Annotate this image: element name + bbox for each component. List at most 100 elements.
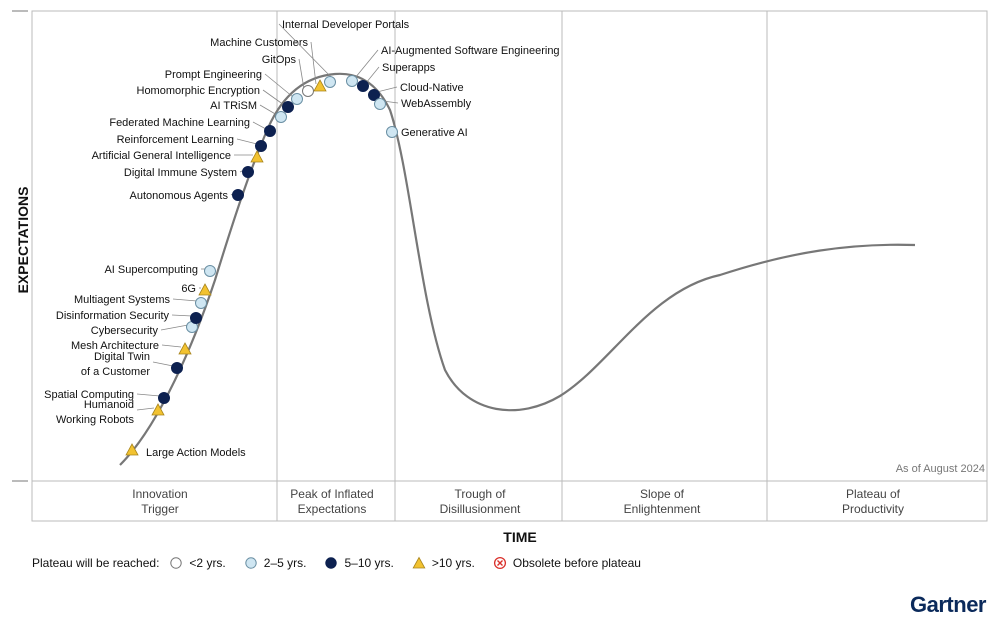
circle-marker [264,125,276,137]
triangle-marker [178,342,192,355]
phase-label-trough-2: Disillusionment [440,502,521,516]
triangle-yellow-icon [412,556,426,569]
leader-line [259,104,278,116]
phase-label-slope-2: Enlightenment [624,502,701,516]
leader-line [136,393,161,397]
tech-label: Digital Immune System [124,167,237,179]
circle-marker [158,392,170,404]
tech-label: of a Customer [81,366,150,378]
leader-line [172,298,198,302]
tech-label: AI TRiSM [210,100,257,112]
tech-label: Mesh Architecture [71,340,159,352]
circle-light-blue-icon [245,557,257,569]
phase-label-plateau-1: Plateau of [846,487,901,501]
legend-label-gt10: >10 yrs. [431,556,475,570]
leader-line [136,407,155,411]
circle-marker [368,89,380,101]
leader-line [365,66,380,84]
tech-label: Internal Developer Portals [282,19,410,31]
phase-label-plateau-2: Productivity [842,502,904,516]
tech-label: Generative AI [401,127,468,139]
phase-label-innovation-2: Trigger [141,502,179,516]
leader-line [354,49,379,79]
circle-dark-blue-icon [325,557,338,569]
leader-line [171,314,193,317]
phase-band [31,480,988,522]
circle-white-icon [170,557,183,569]
tech-label: WebAssembly [401,98,472,110]
triangle-marker [250,150,264,163]
tech-label: Cybersecurity [91,325,159,337]
circle-marker [255,140,267,152]
circle-marker [204,265,216,277]
tech-label: Prompt Engineering [165,69,262,81]
legend-item-2to5: 2–5 yrs. [244,556,307,570]
tech-label: Autonomous Agents [130,190,229,202]
leader-line [278,23,334,80]
leader-line [298,58,305,90]
tech-label: Federated Machine Learning [109,117,250,129]
hype-curve [119,72,916,466]
tech-label: Digital Twin [94,351,150,363]
gartner-logo: Gartner [910,592,986,617]
circle-marker [275,111,287,123]
tech-label: Multiagent Systems [74,294,170,306]
leader-line [161,344,182,348]
technology-markers: Large Action Models Humanoid Working Robot… [44,19,559,459]
as-of-note: As of August 2024 [896,463,985,475]
circle-marker [232,189,244,201]
circle-marker [291,93,303,105]
y-axis-title: EXPECTATIONS [15,187,31,294]
legend-label-obsolete: Obsolete before plateau [512,556,641,570]
leader-line [376,86,398,93]
circle-marker [282,101,294,113]
triangle-marker [313,79,327,92]
tech-label: GitOps [262,54,297,66]
tech-label: 6G [181,283,196,295]
legend-item-lt2: <2 yrs. [169,556,226,570]
phase-label-peak-2: Expectations [298,502,367,516]
legend-item-5to10: 5–10 yrs. [324,556,394,570]
leader-line [262,89,285,106]
circle-marker [346,75,358,87]
leader-line [310,41,317,85]
phase-label-peak-1: Peak of Inflated [290,487,373,501]
tech-label: Large Action Models [146,447,246,459]
tech-label: Cloud-Native [400,82,464,94]
circle-marker [386,126,398,138]
phase-label-slope-1: Slope of [640,487,685,501]
legend-item-obsolete: Obsolete before plateau [493,556,641,570]
tech-label: Superapps [382,62,436,74]
circle-marker [324,76,336,88]
legend-title: Plateau will be reached: [32,556,160,570]
tech-label: Reinforcement Learning [117,134,234,146]
legend-label-2to5: 2–5 yrs. [263,556,307,570]
hype-cycle-chart: EXPECTATIONS TIME As of August 2024 Inno… [12,10,988,545]
x-axis-title: TIME [503,529,536,545]
tech-label: Homomorphic Encryption [137,85,261,97]
circle-marker [190,312,202,324]
leader-line [152,361,174,367]
tech-label: Humanoid [84,399,134,411]
triangle-marker [198,283,212,296]
legend-label-5to10: 5–10 yrs. [344,556,394,570]
leader-line [252,121,267,130]
plot-area [31,10,988,482]
circle-marker [171,362,183,374]
legend: Plateau will be reached: <2 yrs. 2–5 yrs… [32,556,659,570]
circle-marker [302,85,314,97]
tech-label: Artificial General Intelligence [92,150,231,162]
phase-label-innovation-1: Innovation [132,487,187,501]
legend-label-lt2: <2 yrs. [189,556,226,570]
circle-marker [242,166,254,178]
tech-label: AI-Augmented Software Engineering [381,45,560,57]
tech-label: Disinformation Security [56,310,170,322]
triangle-marker [151,403,165,416]
tech-label: Working Robots [56,414,135,426]
circle-marker [195,297,207,309]
circle-marker [374,98,386,110]
circle-marker [357,80,369,92]
tech-label: AI Supercomputing [104,264,198,276]
legend-item-gt10: >10 yrs. [412,556,475,570]
triangle-marker [125,443,139,456]
